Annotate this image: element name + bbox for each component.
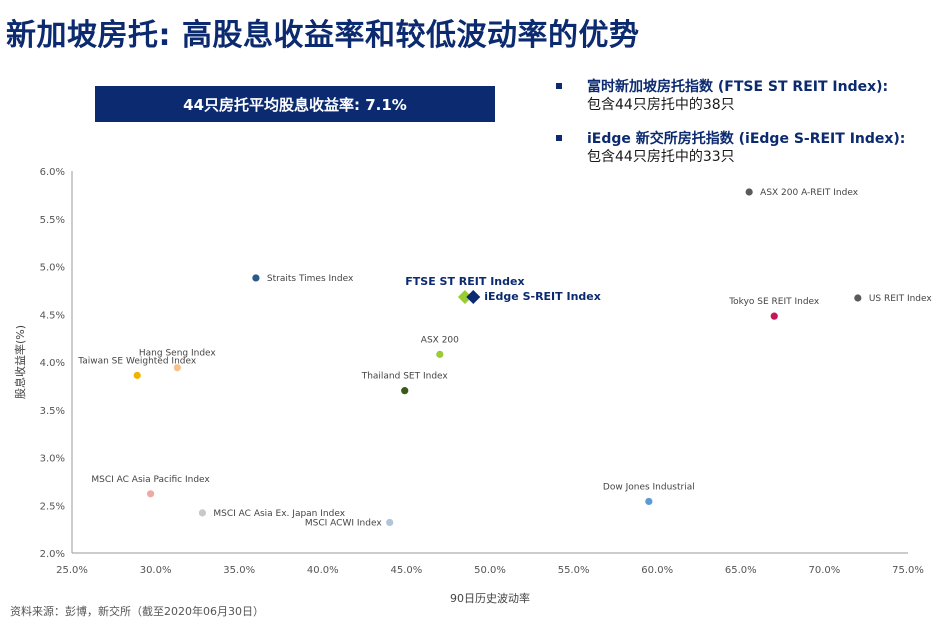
x-tick-label: 60.0%	[641, 565, 673, 576]
data-point	[198, 509, 207, 517]
bullet-icon	[556, 135, 562, 141]
data-point	[854, 294, 862, 302]
data-point-label: MSCI AC Asia Pacific Index	[91, 475, 210, 485]
data-point-label: Thailand SET Index	[361, 372, 449, 382]
page-title: 新加坡房托: 高股息收益率和较低波动率的优势	[6, 18, 640, 53]
x-tick-label: 25.0%	[56, 565, 88, 576]
data-point-label: Taiwan SE Weighted Index	[77, 356, 197, 366]
average-yield-banner: 44只房托平均股息收益率: 7.1%	[95, 86, 495, 122]
y-tick-label: 5.5%	[40, 215, 65, 226]
data-point-label: FTSE ST REIT Index	[405, 275, 524, 288]
y-tick-label: 3.5%	[40, 406, 65, 417]
data-point-label: ASX 200	[421, 335, 459, 345]
data-point	[745, 188, 753, 196]
index-note-iedge: iEdge 新交所房托指数 (iEdge S-REIT Index): 包含44…	[556, 130, 905, 166]
data-point-diamond	[466, 290, 481, 305]
data-point-label: Hang Seng Index	[139, 349, 217, 359]
data-point	[386, 518, 394, 527]
x-tick-label: 45.0%	[391, 565, 423, 576]
x-tick-label: 75.0%	[892, 565, 924, 576]
data-point-diamond	[457, 290, 472, 305]
data-point-label: ASX 200 A-REIT Index	[760, 188, 859, 198]
y-tick-label: 2.0%	[40, 549, 65, 560]
y-tick-label: 6.0%	[40, 167, 65, 178]
data-point	[401, 387, 409, 395]
x-tick-label: 55.0%	[558, 565, 590, 576]
x-tick-label: 30.0%	[140, 565, 172, 576]
y-tick-label: 3.0%	[40, 454, 65, 465]
data-point-label: Dow Jones Industrial	[603, 482, 695, 492]
data-point-label: MSCI ACWI Index	[305, 518, 382, 528]
index-note-desc: 包含44只房托中的33只	[587, 149, 735, 165]
chart-marks: ASX 200 A-REIT Index Straits Times Index F…	[77, 188, 932, 528]
index-note-ftse: 富时新加坡房托指数 (FTSE ST REIT Index): 包含44只房托中…	[556, 78, 888, 114]
index-note-desc: 包含44只房托中的38只	[587, 97, 735, 113]
x-axis-label: 90日历史波动率	[450, 591, 530, 605]
x-tick-label: 40.0%	[307, 565, 339, 576]
data-point	[645, 497, 653, 506]
data-point-label: MSCI AC Asia Ex. Japan Index	[213, 509, 345, 519]
x-tick-label: 35.0%	[223, 565, 255, 576]
y-tick-label: 4.5%	[40, 310, 65, 321]
x-tick-label: 70.0%	[809, 565, 841, 576]
bullet-icon	[556, 83, 562, 89]
data-point	[146, 490, 155, 498]
data-point	[436, 350, 444, 358]
y-tick-label: 2.5%	[40, 501, 65, 512]
data-point-label: iEdge S-REIT Index	[484, 290, 601, 303]
source-note: 资料来源：彭博，新交所（截至2020年06月30日）	[10, 605, 264, 618]
data-point	[770, 312, 778, 320]
x-tick-label: 65.0%	[725, 565, 757, 576]
y-tick-label: 4.0%	[40, 358, 65, 369]
data-point	[133, 371, 141, 379]
data-point-label: Straits Times Index	[267, 274, 354, 284]
chart-axes: 25.0% 30.0% 35.0% 40.0% 45.0% 50.0% 55.0% 60.0%…	[40, 167, 924, 576]
data-point	[252, 274, 260, 282]
data-point	[173, 364, 181, 372]
index-note-name: iEdge 新交所房托指数 (iEdge S-REIT Index):	[587, 131, 906, 147]
data-point-label: Tokyo SE REIT Index	[728, 297, 820, 307]
y-axis-label: 股息收益率(%)	[13, 325, 27, 399]
data-point-label: US REIT Index	[869, 294, 933, 304]
y-tick-label: 5.0%	[40, 263, 65, 274]
index-note-name: 富时新加坡房托指数 (FTSE ST REIT Index):	[587, 79, 889, 95]
x-tick-label: 50.0%	[474, 565, 506, 576]
